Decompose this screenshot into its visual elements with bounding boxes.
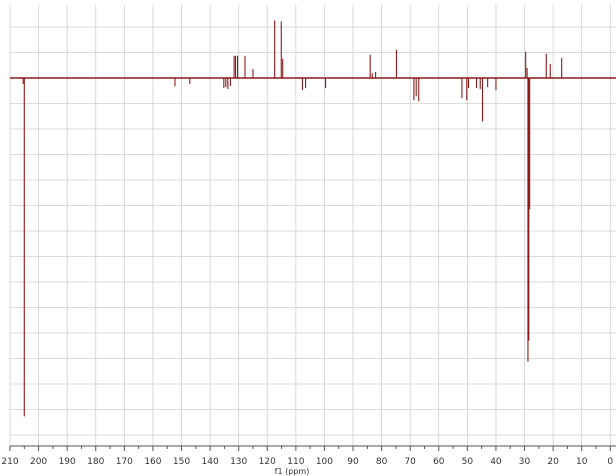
- x-tick-label: 100: [316, 457, 333, 467]
- x-tick-label: 10: [576, 457, 588, 467]
- x-tick-label: 110: [287, 457, 304, 467]
- x-tick-label: 180: [87, 457, 104, 467]
- x-tick-label: 60: [433, 457, 445, 467]
- x-tick-label: 0: [607, 457, 613, 467]
- x-tick-label: 70: [404, 457, 416, 467]
- x-tick-label: 170: [116, 457, 133, 467]
- x-tick-label: 80: [376, 457, 388, 467]
- x-tick-label: 200: [30, 457, 47, 467]
- x-tick-label: 190: [59, 457, 76, 467]
- x-tick-label: 40: [490, 457, 502, 467]
- x-tick-label: 150: [173, 457, 190, 467]
- x-axis-ticks: 210 200 190 180 170 160 150 140 130 120 110 100 90 80…: [1, 446, 613, 467]
- spectrum-peaks: [22, 20, 563, 417]
- x-tick-label: 210: [1, 457, 18, 467]
- x-tick-label: 50: [462, 457, 474, 467]
- x-tick-label: 90: [347, 457, 359, 467]
- x-tick-label: 140: [202, 457, 219, 467]
- x-axis-title: f1 (ppm): [275, 467, 310, 476]
- x-tick-label: 30: [519, 457, 531, 467]
- x-tick-label: 160: [144, 457, 161, 467]
- x-tick-label: 20: [547, 457, 559, 467]
- x-tick-label: 130: [230, 457, 247, 467]
- x-tick-label: 120: [259, 457, 276, 467]
